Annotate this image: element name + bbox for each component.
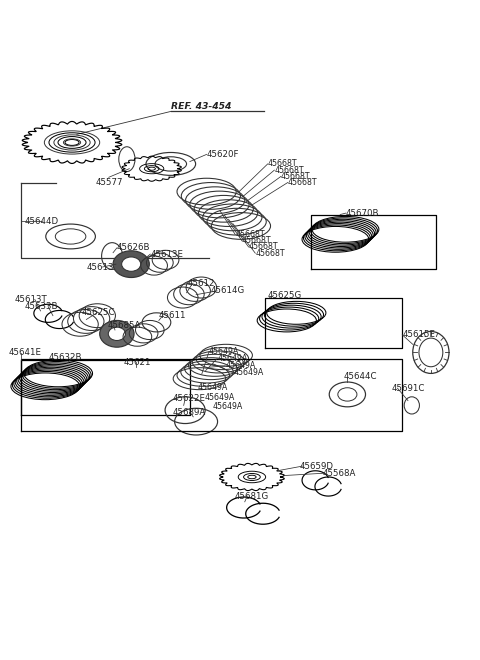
Text: 45691C: 45691C [392, 383, 425, 393]
Ellipse shape [121, 257, 141, 271]
Text: 45633B: 45633B [24, 302, 58, 311]
Text: 45649A: 45649A [204, 393, 234, 402]
Text: 45668T: 45668T [249, 242, 278, 251]
Ellipse shape [113, 251, 149, 277]
Text: 45611: 45611 [159, 311, 186, 320]
Text: 45613T: 45613T [15, 295, 48, 304]
Text: 45668T: 45668T [235, 230, 265, 239]
Text: 45668T: 45668T [242, 236, 272, 246]
Text: 45615E: 45615E [402, 330, 435, 339]
Text: 45625G: 45625G [268, 291, 302, 300]
Text: 45644C: 45644C [344, 372, 378, 381]
Text: 45668T: 45668T [268, 160, 297, 168]
Text: 45626B: 45626B [117, 244, 150, 252]
Text: 45681G: 45681G [234, 492, 268, 500]
Text: 45632B: 45632B [48, 352, 82, 362]
Text: 45613: 45613 [86, 263, 114, 271]
Text: 45613E: 45613E [150, 249, 183, 259]
Text: 45625C: 45625C [82, 308, 115, 317]
Text: 45649A: 45649A [233, 368, 264, 378]
Text: 45649A: 45649A [217, 354, 247, 363]
Ellipse shape [100, 321, 134, 347]
Text: 45649A: 45649A [225, 361, 255, 370]
Text: 45685A: 45685A [108, 321, 141, 330]
Text: 45568A: 45568A [322, 469, 356, 478]
Text: 45621: 45621 [123, 358, 151, 367]
Text: 45612: 45612 [188, 279, 215, 288]
Text: 45668T: 45668T [281, 172, 311, 181]
Text: 45641E: 45641E [9, 348, 42, 358]
Text: 45659D: 45659D [300, 461, 334, 471]
Text: 45577: 45577 [96, 178, 123, 187]
Text: 45614G: 45614G [210, 286, 245, 296]
Text: 45668T: 45668T [275, 166, 304, 175]
Text: 45649A: 45649A [212, 402, 242, 411]
Text: 45668T: 45668T [255, 249, 285, 257]
Text: 45649A: 45649A [209, 347, 239, 356]
Text: REF. 43-454: REF. 43-454 [171, 102, 231, 112]
Text: 45649A: 45649A [198, 383, 228, 392]
Text: 45620F: 45620F [206, 150, 239, 159]
Text: 45644D: 45644D [24, 216, 59, 226]
Text: 45668T: 45668T [288, 178, 317, 187]
Text: 45622E: 45622E [172, 394, 205, 403]
Text: 45670B: 45670B [346, 209, 380, 218]
Ellipse shape [108, 327, 125, 341]
Text: 45689A: 45689A [172, 408, 205, 416]
